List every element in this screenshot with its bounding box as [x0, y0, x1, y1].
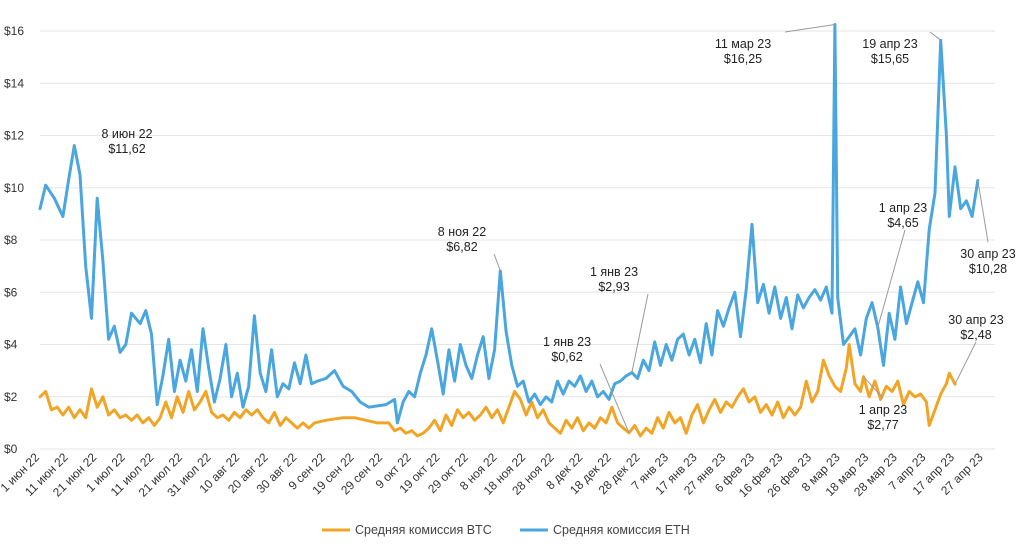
y-tick-label: $6 [4, 285, 18, 299]
annotation-value: $0,62 [551, 350, 582, 364]
annotation-leader [977, 180, 989, 243]
legend: Средняя комиссия BTC Средняя комиссия ET… [322, 523, 690, 537]
y-tick-label: $4 [4, 338, 18, 352]
annotation-date: 1 апр 23 [859, 403, 908, 417]
annotation-value: $6,82 [446, 240, 477, 254]
annotation-leader [877, 229, 906, 328]
annotation-date: 8 июн 22 [101, 127, 152, 141]
y-tick-label: $16 [4, 24, 24, 38]
annotation-value: $2,77 [867, 418, 898, 432]
annotation-value: $11,62 [108, 142, 145, 156]
annotation-value: $16,25 [724, 52, 762, 66]
y-tick-label: $12 [4, 129, 24, 143]
annotation-leader [599, 363, 630, 433]
annotation-date: 11 мар 23 [715, 37, 771, 51]
series-line-btc [38, 343, 957, 438]
series-line-eth [38, 23, 980, 425]
annotation-leader [929, 31, 941, 41]
annotation-date: 1 янв 23 [543, 335, 591, 349]
annotations: 8 июн 22$11,628 ноя 22$6,821 янв 23$2,93… [72, 24, 1016, 433]
annotation-date: 8 ноя 22 [438, 225, 486, 239]
annotation-value: $2,48 [960, 328, 991, 342]
y-tick-label: $14 [4, 76, 24, 90]
annotation-leader [493, 253, 501, 272]
annotation-date: 30 апр 23 [960, 247, 1015, 261]
legend-label-eth: Средняя комиссия ETH [553, 523, 690, 537]
series-lines [38, 23, 980, 438]
annotation-value: $15,65 [871, 52, 909, 66]
annotation-value: $10,28 [969, 262, 1007, 276]
annotation-value: $2,93 [598, 280, 629, 294]
annotation-leader [72, 145, 75, 157]
annotation-date: 19 апр 23 [862, 37, 917, 51]
annotation-leader [863, 376, 884, 399]
annotation-leader [631, 293, 649, 373]
legend-label-btc: Средняя комиссия BTC [355, 523, 492, 537]
annotation-date: 1 янв 23 [590, 265, 638, 279]
annotation-date: 30 апр 23 [948, 313, 1003, 327]
gridlines [40, 30, 995, 450]
annotation-leader [784, 24, 835, 33]
y-tick-label: $0 [4, 442, 18, 456]
y-axis: $0 $2 $4 $6 $8 $10 $12 $14 $16 [4, 24, 24, 456]
annotation-date: 1 апр 23 [879, 201, 928, 215]
y-tick-label: $2 [4, 390, 18, 404]
annotation-leader [954, 341, 977, 385]
annotation-value: $4,65 [887, 216, 918, 230]
y-tick-label: $10 [4, 181, 24, 195]
y-tick-label: $8 [4, 233, 18, 247]
